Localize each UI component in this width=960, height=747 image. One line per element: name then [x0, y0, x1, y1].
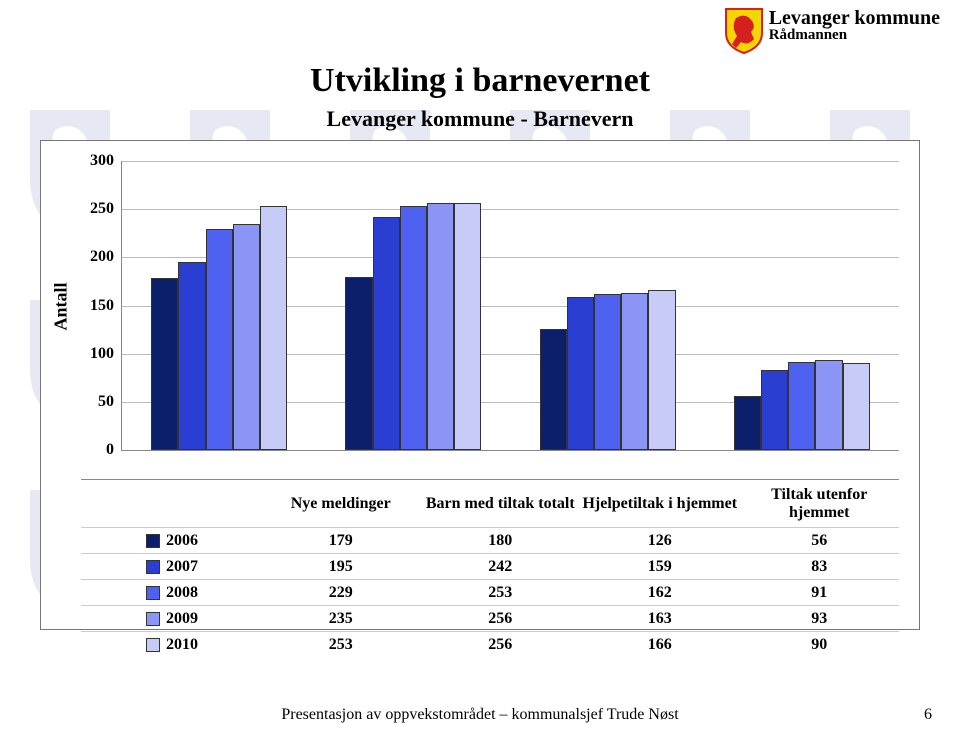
y-tick-label: 200 — [90, 248, 122, 266]
y-tick-label: 100 — [90, 345, 122, 363]
series-label-cell: 2009 — [81, 610, 261, 628]
bar — [427, 203, 454, 450]
bar — [260, 206, 287, 450]
table-cell: 253 — [421, 584, 581, 602]
bar — [648, 290, 675, 450]
series-label-cell: 2008 — [81, 584, 261, 602]
main-title: Utvikling i barnevernet — [200, 62, 760, 100]
table-row: 2009 23525616393 — [81, 606, 899, 632]
legend-swatch-icon — [146, 586, 160, 600]
bar — [345, 277, 372, 450]
bar — [734, 396, 761, 450]
series-year: 2008 — [166, 584, 198, 601]
bar — [373, 217, 400, 450]
table-cell: 235 — [261, 610, 421, 628]
table-cell: 90 — [740, 636, 900, 654]
legend-swatch-icon — [146, 534, 160, 548]
table-cell: 91 — [740, 584, 900, 602]
series-year: 2007 — [166, 558, 198, 575]
table-cell: 179 — [261, 532, 421, 550]
bar — [843, 363, 870, 450]
title-block: Utvikling i barnevernet Levanger kommune… — [200, 62, 760, 132]
y-tick-label: 300 — [90, 152, 122, 170]
header-org: Levanger kommune — [769, 8, 940, 28]
y-tick-label: 150 — [90, 297, 122, 315]
table-row: 2006 17918012656 — [81, 528, 899, 554]
bar — [567, 297, 594, 450]
table-row: 2008 22925316291 — [81, 580, 899, 606]
bar — [178, 262, 205, 450]
bar — [788, 362, 815, 450]
series-year: 2010 — [166, 636, 198, 653]
y-tick-label: 50 — [98, 393, 122, 411]
bar — [151, 278, 178, 450]
page-number: 6 — [924, 706, 932, 724]
table-cell: 162 — [580, 584, 740, 602]
series-label-cell: 2010 — [81, 636, 261, 654]
table-cell: 229 — [261, 584, 421, 602]
table-header-row: Nye meldingerBarn med tiltak totaltHjelp… — [81, 480, 899, 528]
plot-area: 050100150200250300 — [121, 161, 899, 451]
bar — [594, 294, 621, 450]
bar — [206, 229, 233, 450]
chart-frame: Antall 050100150200250300 Nye meldingerB… — [40, 140, 920, 630]
series-label-cell: 2006 — [81, 532, 261, 550]
header: Levanger kommune Rådmannen — [725, 8, 940, 54]
series-year: 2006 — [166, 532, 198, 549]
gridline — [122, 161, 899, 162]
bar — [621, 293, 648, 450]
table-cell: 56 — [740, 532, 900, 550]
table-cell: 166 — [580, 636, 740, 654]
series-year: 2009 — [166, 610, 198, 627]
chart-inner: Antall 050100150200250300 — [41, 161, 919, 451]
table-cell: 159 — [580, 558, 740, 576]
table-cell: 242 — [421, 558, 581, 576]
legend-swatch-icon — [146, 560, 160, 574]
table-column-header: Barn med tiltak totalt — [421, 495, 581, 513]
y-axis-label: Antall — [51, 161, 71, 451]
bar — [454, 203, 481, 450]
table-column-header: Nye meldinger — [261, 495, 421, 513]
table-cell: 163 — [580, 610, 740, 628]
legend-swatch-icon — [146, 638, 160, 652]
footer-text: Presentasjon av oppvekstområdet – kommun… — [0, 706, 960, 724]
y-tick-label: 250 — [90, 200, 122, 218]
data-table: Nye meldingerBarn med tiltak totaltHjelp… — [81, 479, 899, 658]
series-label-cell: 2007 — [81, 558, 261, 576]
table-cell: 126 — [580, 532, 740, 550]
bar — [400, 206, 427, 450]
bar — [815, 360, 842, 450]
table-column-header: Hjelpetiltak i hjemmet — [580, 495, 740, 513]
sub-title: Levanger kommune - Barnevern — [200, 106, 760, 132]
bar — [540, 329, 567, 450]
table-cell: 180 — [421, 532, 581, 550]
table-cell: 83 — [740, 558, 900, 576]
table-cell: 256 — [421, 610, 581, 628]
table-row: 2007 19524215983 — [81, 554, 899, 580]
table-cell: 93 — [740, 610, 900, 628]
legend-swatch-icon — [146, 612, 160, 626]
gridline — [122, 209, 899, 210]
bar — [233, 224, 260, 450]
table-column-header: Tiltak utenfor hjemmet — [740, 486, 900, 521]
table-cell: 195 — [261, 558, 421, 576]
y-tick-label: 0 — [106, 441, 122, 459]
table-cell: 256 — [421, 636, 581, 654]
table-cell: 253 — [261, 636, 421, 654]
bar — [761, 370, 788, 450]
header-dept: Rådmannen — [769, 28, 940, 43]
table-row: 2010 25325616690 — [81, 632, 899, 658]
crest-icon — [725, 8, 763, 54]
